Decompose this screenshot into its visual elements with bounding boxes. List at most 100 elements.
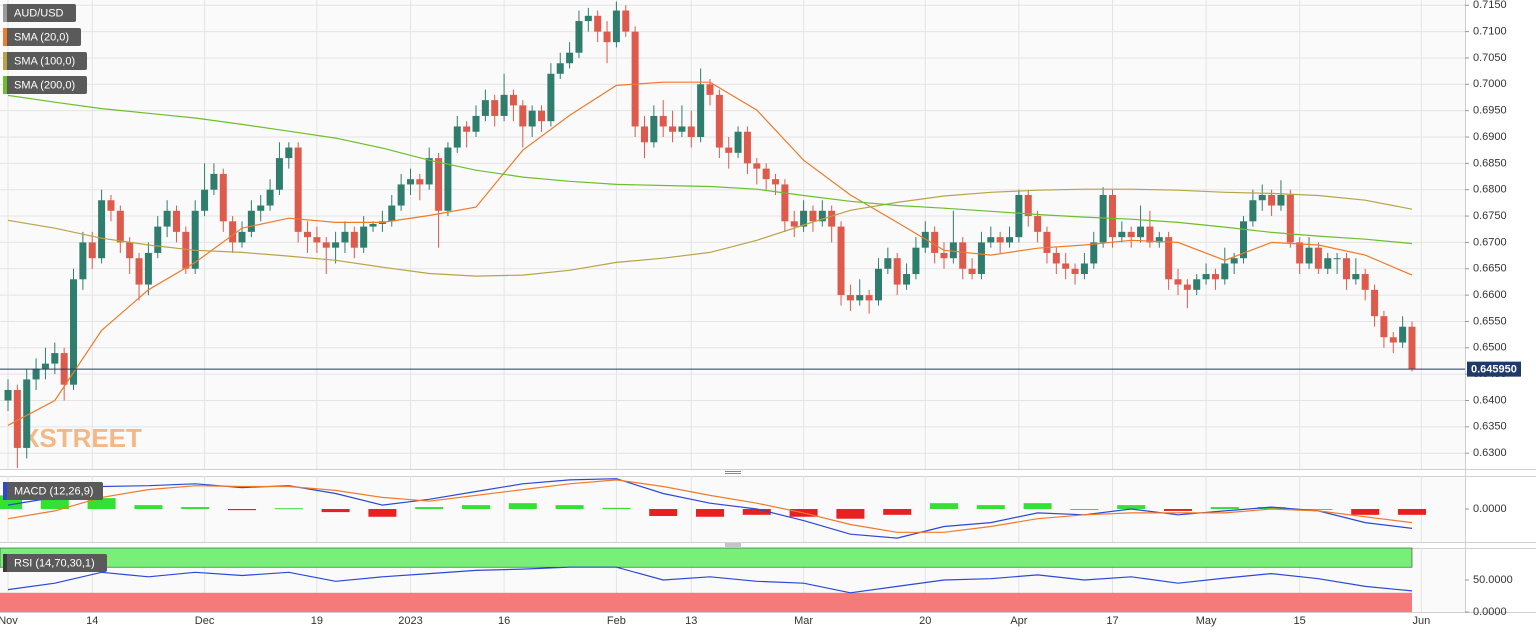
candle-body bbox=[1015, 194, 1023, 238]
x-tick-label: Jun bbox=[1412, 615, 1430, 627]
indicator-label: RSI (14,70,30,1) bbox=[14, 557, 95, 569]
candle-body bbox=[32, 368, 40, 380]
legend-label-box bbox=[3, 4, 76, 22]
x-tick-label: Mar bbox=[794, 615, 813, 627]
y-tick-label: 0.0000 bbox=[1473, 606, 1507, 618]
candle-body bbox=[481, 100, 489, 116]
indicator-label-stripe bbox=[3, 482, 7, 500]
candle-body bbox=[1389, 337, 1397, 343]
y-tick-label: 0.7000 bbox=[1473, 78, 1507, 90]
candle-body bbox=[659, 115, 667, 127]
candle-body bbox=[1193, 279, 1201, 290]
y-tick-label: 0.6650 bbox=[1473, 263, 1507, 275]
candle-body bbox=[949, 242, 957, 259]
candle-body bbox=[837, 226, 845, 296]
candle-body bbox=[1202, 274, 1210, 280]
resize-handle[interactable] bbox=[725, 471, 741, 474]
candle-body bbox=[107, 200, 115, 211]
histogram-bar bbox=[976, 505, 1005, 509]
candle-body bbox=[1361, 274, 1369, 290]
indicator-label-stripe bbox=[3, 554, 7, 572]
candle-body bbox=[977, 242, 985, 275]
candle-body bbox=[163, 210, 171, 227]
candle-body bbox=[247, 210, 255, 232]
candle-body bbox=[491, 100, 499, 116]
x-tick-label: Nov bbox=[0, 615, 18, 627]
x-tick-label: 17 bbox=[1106, 615, 1118, 627]
candle-body bbox=[1305, 247, 1313, 264]
candle-body bbox=[416, 179, 424, 185]
y-tick-label: 0.6400 bbox=[1473, 394, 1507, 406]
candle-body bbox=[1240, 221, 1248, 259]
candle-body bbox=[968, 268, 976, 275]
candle-body bbox=[931, 231, 939, 253]
candle-body bbox=[1165, 237, 1173, 280]
x-tick-label: 13 bbox=[685, 615, 697, 627]
candle-body bbox=[1034, 216, 1042, 232]
y-tick-label: 0.6550 bbox=[1473, 315, 1507, 327]
price-label: 0.645950 bbox=[1471, 364, 1517, 376]
histogram-bar bbox=[368, 509, 397, 517]
histogram-bar bbox=[1070, 509, 1099, 510]
candle-body bbox=[772, 179, 780, 185]
x-tick-label: 15 bbox=[1294, 615, 1306, 627]
candle-body bbox=[369, 223, 377, 227]
x-tick-label: 16 bbox=[498, 615, 510, 627]
y-tick-label: 0.7150 bbox=[1473, 0, 1507, 11]
y-tick-label: 0.0000 bbox=[1473, 503, 1507, 515]
resize-handle[interactable] bbox=[725, 543, 741, 547]
histogram-bar bbox=[181, 507, 210, 509]
candle-body bbox=[650, 115, 658, 143]
legend-label-box bbox=[3, 52, 87, 70]
candle-body bbox=[453, 126, 461, 148]
overbought-band bbox=[0, 547, 1413, 568]
candle-body bbox=[1155, 237, 1163, 243]
y-tick-label: 0.7050 bbox=[1473, 52, 1507, 64]
candle-body bbox=[219, 173, 227, 222]
x-tick-label: Dec bbox=[195, 615, 215, 627]
candle-body bbox=[182, 231, 190, 269]
candle-body bbox=[463, 126, 471, 132]
candle-body bbox=[528, 110, 536, 127]
candle-body bbox=[360, 226, 368, 248]
candle-body bbox=[23, 379, 31, 448]
candle-body bbox=[874, 268, 882, 301]
candle-body bbox=[987, 237, 995, 243]
y-tick-label: 0.6750 bbox=[1473, 210, 1507, 222]
candle-body bbox=[500, 94, 508, 116]
candle-body bbox=[697, 84, 705, 138]
y-tick-label: 0.6350 bbox=[1473, 421, 1507, 433]
y-tick-label: 0.6300 bbox=[1473, 447, 1507, 459]
candle-body bbox=[1324, 258, 1332, 269]
candle-body bbox=[332, 242, 340, 248]
candle-body bbox=[1211, 274, 1219, 280]
candle-body bbox=[800, 210, 808, 227]
candle-body bbox=[1024, 194, 1032, 217]
candle-body bbox=[1268, 194, 1276, 206]
candle-body bbox=[1006, 237, 1014, 243]
candle-body bbox=[1249, 200, 1257, 222]
candle-body bbox=[1108, 194, 1116, 238]
candle-body bbox=[809, 210, 817, 222]
y-tick-label: 0.6900 bbox=[1473, 131, 1507, 143]
watermark: XSTREET bbox=[22, 423, 142, 453]
candle-body bbox=[341, 231, 349, 243]
candle-body bbox=[1052, 252, 1060, 264]
candle-body bbox=[1296, 242, 1304, 264]
histogram-bar bbox=[1304, 509, 1333, 510]
candle-body bbox=[1333, 258, 1341, 260]
x-tick-label: May bbox=[1196, 615, 1217, 627]
candle-body bbox=[743, 131, 751, 164]
candle-body bbox=[1174, 279, 1182, 285]
candle-body bbox=[959, 242, 967, 269]
candle-body bbox=[762, 168, 770, 180]
legend-label: SMA (200,0) bbox=[14, 79, 75, 91]
candle-body bbox=[584, 15, 592, 22]
candle-body bbox=[238, 231, 246, 243]
candle-body bbox=[1352, 274, 1360, 280]
x-tick-label: 14 bbox=[86, 615, 98, 627]
series-line bbox=[7, 94, 1413, 245]
candle-body bbox=[575, 21, 583, 53]
candle-body bbox=[41, 363, 49, 369]
